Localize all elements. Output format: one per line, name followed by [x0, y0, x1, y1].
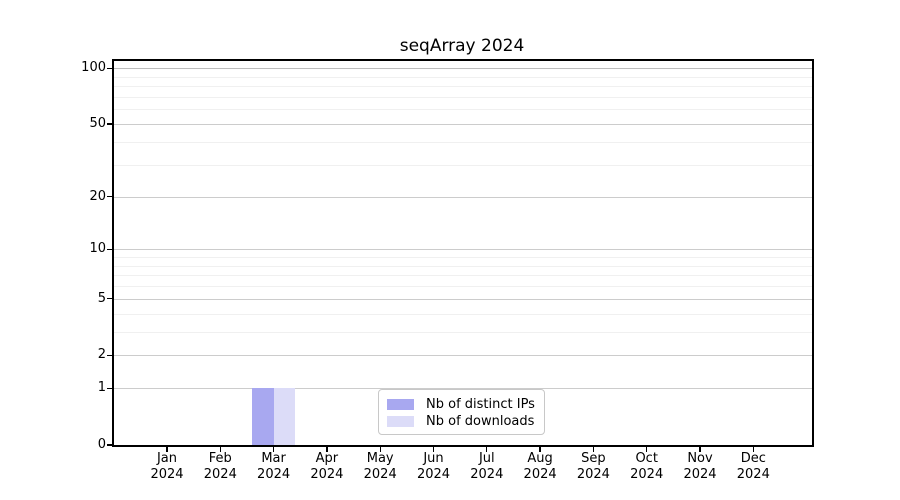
y-tick-mark [107, 298, 112, 300]
x-tick-label: Sep 2024 [563, 451, 623, 483]
major-gridline [114, 249, 812, 251]
x-tick-year: 2024 [416, 467, 451, 482]
x-tick-month: Apr [315, 451, 339, 466]
x-tick-mark [272, 447, 275, 452]
major-gridline [114, 196, 812, 198]
x-tick-year: 2024 [150, 467, 184, 482]
y-tick-label: 2 [97, 347, 106, 363]
x-tick-label: Dec 2024 [723, 451, 783, 483]
x-tick-label: May 2024 [350, 451, 410, 483]
x-tick-year: 2024 [523, 467, 557, 482]
minor-gridline [114, 141, 812, 143]
legend-swatch [387, 416, 414, 427]
x-tick-label: Nov 2024 [670, 451, 730, 483]
legend: Nb of distinct IPs Nb of downloads [378, 389, 545, 435]
minor-gridline [114, 286, 812, 288]
y-tick-label: 100 [81, 60, 106, 76]
minor-gridline [114, 331, 812, 333]
y-tick-label: 10 [89, 241, 106, 257]
x-tick-month: Mar [261, 451, 286, 466]
x-tick-mark [539, 447, 541, 452]
x-tick-year: 2024 [630, 467, 664, 482]
x-tick-mark [646, 447, 648, 452]
x-tick-year: 2024 [683, 467, 717, 482]
minor-gridline [114, 265, 812, 267]
plot-area: Nb of distinct IPs Nb of downloads [112, 59, 814, 447]
x-tick-month: Jul [478, 451, 495, 466]
y-tick-label: 20 [89, 188, 106, 204]
y-tick-mark [107, 248, 112, 250]
x-tick-month: Nov [687, 451, 713, 466]
legend-label: Nb of downloads [426, 414, 535, 429]
x-tick-mark [752, 447, 754, 452]
minor-gridline [114, 164, 812, 166]
minor-gridline [114, 275, 812, 277]
minor-gridline [114, 97, 812, 98]
major-gridline [114, 355, 812, 357]
minor-gridline [114, 257, 812, 258]
x-tick-month: Sep [581, 451, 606, 466]
x-tick-label: Oct 2024 [617, 451, 677, 483]
x-tick-month: Dec [740, 451, 766, 466]
minor-gridline [114, 313, 812, 315]
minor-gridline [114, 76, 812, 78]
legend-item: Nb of distinct IPs [387, 396, 536, 413]
legend-item: Nb of downloads [387, 413, 536, 430]
x-tick-mark [326, 447, 328, 452]
bar-nb-of-distinct-ips [252, 388, 274, 445]
x-tick-month: Aug [527, 451, 553, 466]
chart-title: seqArray 2024 [399, 36, 525, 56]
x-tick-label: Mar 2024 [244, 451, 304, 483]
x-tick-label: Feb 2024 [190, 451, 250, 483]
major-gridline [114, 388, 812, 390]
x-tick-mark [592, 447, 595, 452]
x-tick-month: Oct [635, 451, 658, 466]
major-gridline [114, 298, 812, 300]
x-tick-mark [486, 447, 488, 452]
y-tick-mark [107, 354, 112, 356]
y-tick-label: 50 [89, 116, 106, 131]
x-tick-year: 2024 [736, 467, 770, 482]
x-tick-label: Jul 2024 [457, 451, 517, 483]
x-tick-label: Jun 2024 [404, 451, 464, 483]
x-tick-label: Aug 2024 [510, 451, 570, 483]
x-tick-month: May [366, 451, 394, 466]
x-tick-mark [166, 447, 168, 452]
x-tick-month: Jun [423, 451, 444, 466]
y-tick-mark [107, 67, 112, 69]
y-tick-label: 0 [97, 437, 106, 452]
x-tick-year: 2024 [363, 467, 397, 482]
x-tick-year: 2024 [470, 467, 504, 482]
x-tick-year: 2024 [310, 467, 344, 482]
y-tick-mark [107, 387, 112, 390]
x-tick-mark [432, 447, 435, 452]
x-tick-mark [219, 447, 221, 452]
bar-nb-of-downloads [273, 388, 295, 445]
y-tick-mark [107, 444, 112, 446]
y-tick-mark [107, 123, 112, 125]
x-tick-mark [379, 447, 381, 452]
y-tick-label: 5 [97, 290, 106, 306]
minor-gridline [114, 109, 812, 111]
x-tick-mark [699, 447, 701, 452]
x-tick-year: 2024 [576, 467, 610, 482]
legend-swatch [387, 399, 414, 410]
major-gridline [114, 68, 812, 70]
y-tick-label: 1 [97, 380, 106, 396]
x-tick-year: 2024 [203, 467, 237, 482]
x-tick-label: Apr 2024 [297, 451, 357, 483]
legend-label: Nb of distinct IPs [426, 397, 535, 412]
x-tick-label: Jan 2024 [137, 451, 197, 483]
x-tick-year: 2024 [257, 467, 291, 482]
x-tick-month: Feb [208, 451, 232, 466]
major-gridline [114, 124, 812, 125]
x-tick-month: Jan [156, 451, 178, 466]
minor-gridline [114, 86, 812, 88]
y-tick-mark [107, 195, 112, 198]
